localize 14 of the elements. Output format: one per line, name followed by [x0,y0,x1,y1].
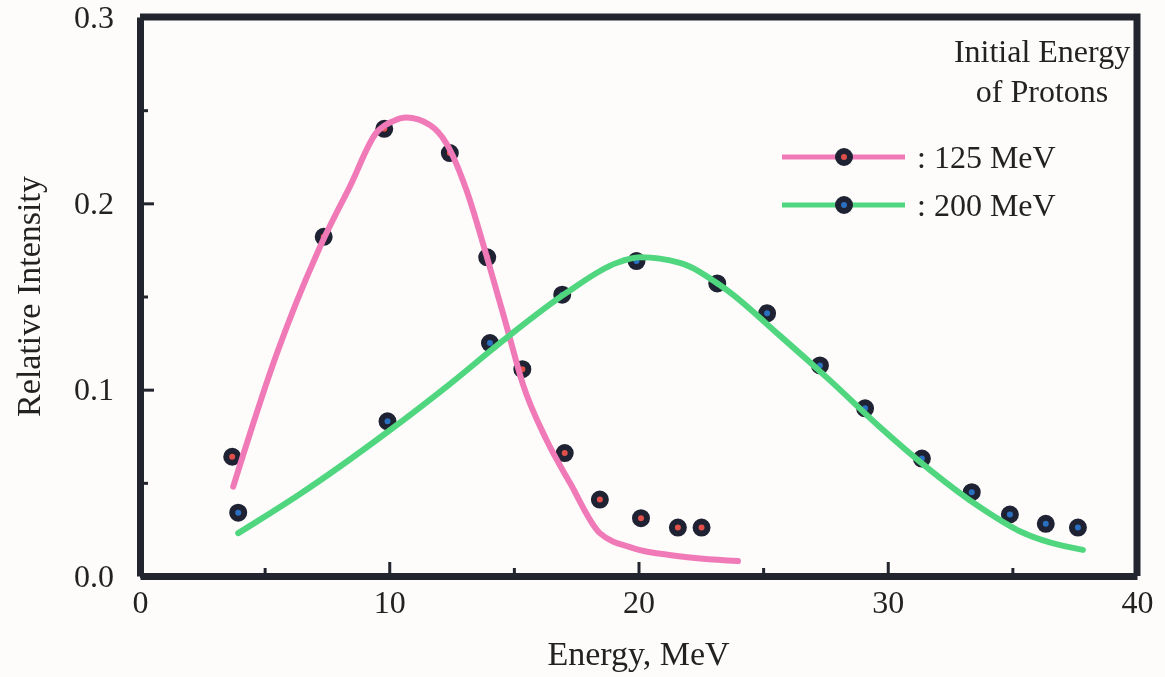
legend-title: Initial Energy of Protons [953,33,1131,109]
y-tick-label: 0.3 [74,0,114,35]
x-tick-label: 40 [1121,583,1154,620]
x-tick-label: 30 [872,583,905,620]
y-tick-label: 0.2 [74,185,114,222]
y-tick-label: 0.1 [74,371,114,408]
y-axis-title: Relative Intensity [10,176,47,417]
x-axis-title: Energy, MeV [547,635,731,672]
y-tick-label: 0.0 [74,557,114,594]
legend-label: : 125 MeV [917,139,1056,175]
x-tick-label: 20 [623,583,655,620]
x-tick-label: 10 [373,583,406,620]
x-tick-label: 0 [132,583,149,620]
legend-label: : 200 MeV [917,187,1056,223]
